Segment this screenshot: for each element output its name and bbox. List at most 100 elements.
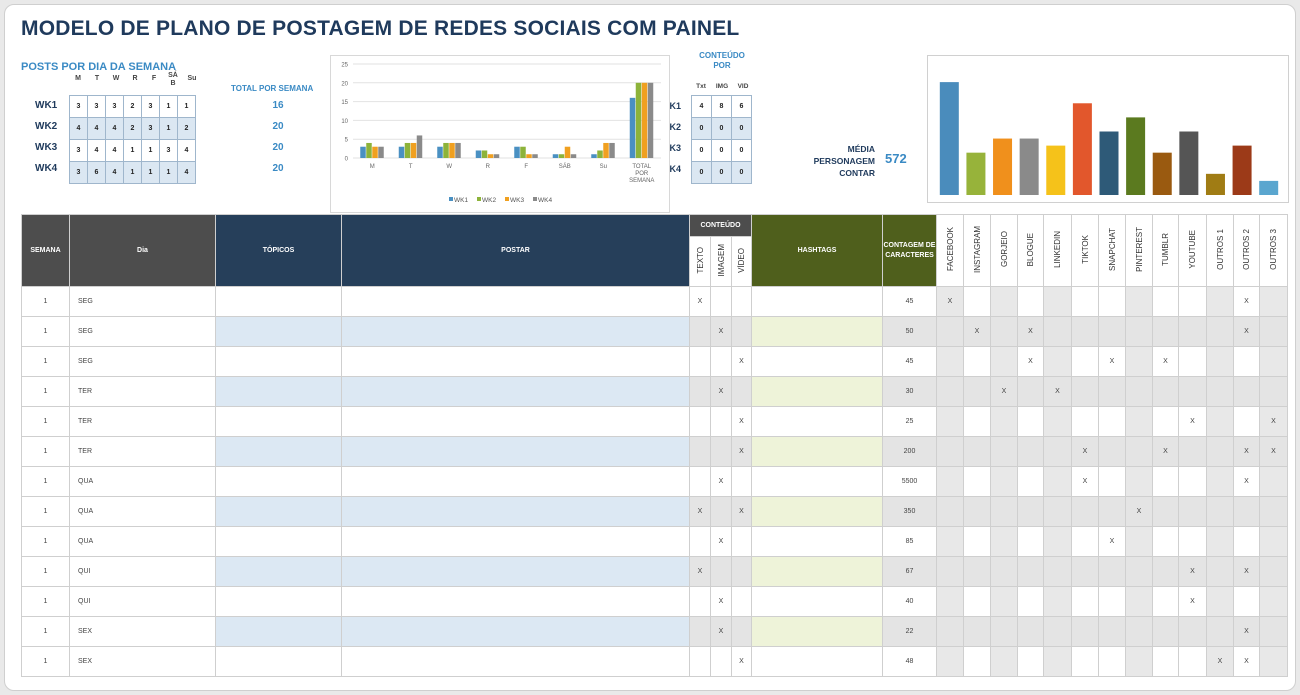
social-check-cell[interactable]: [1017, 286, 1044, 317]
social-check-cell[interactable]: [990, 316, 1018, 347]
video-cell[interactable]: [731, 316, 752, 347]
social-check-cell[interactable]: [936, 556, 964, 587]
social-check-cell[interactable]: [1043, 526, 1072, 557]
social-check-cell[interactable]: [1098, 406, 1126, 437]
topicos-cell[interactable]: [215, 466, 342, 497]
social-check-cell[interactable]: X: [1233, 436, 1260, 467]
content-cell[interactable]: 8: [711, 95, 732, 118]
social-check-cell[interactable]: X: [1017, 316, 1044, 347]
social-check-cell[interactable]: X: [1098, 526, 1126, 557]
social-check-cell[interactable]: [1152, 496, 1179, 527]
social-check-cell[interactable]: X: [1152, 436, 1179, 467]
posts-cell[interactable]: 1: [177, 95, 196, 118]
posts-cell[interactable]: 2: [123, 95, 142, 118]
social-check-cell[interactable]: [990, 286, 1018, 317]
postar-cell[interactable]: [341, 436, 690, 467]
social-check-cell[interactable]: [1098, 436, 1126, 467]
semana-cell[interactable]: 1: [21, 376, 70, 407]
social-check-cell[interactable]: [1152, 616, 1179, 647]
social-check-cell[interactable]: [1206, 616, 1234, 647]
social-check-cell[interactable]: [1098, 586, 1126, 617]
social-check-cell[interactable]: [1259, 346, 1288, 377]
imagem-cell[interactable]: [710, 436, 732, 467]
video-cell[interactable]: X: [731, 406, 752, 437]
social-check-cell[interactable]: [1259, 466, 1288, 497]
social-check-cell[interactable]: [1125, 376, 1153, 407]
social-check-cell[interactable]: [1125, 586, 1153, 617]
hashtags-cell[interactable]: [751, 526, 883, 557]
posts-cell[interactable]: 3: [87, 95, 106, 118]
posts-cell[interactable]: 1: [123, 139, 142, 162]
semana-cell[interactable]: 1: [21, 466, 70, 497]
count-cell[interactable]: 67: [882, 556, 937, 587]
texto-cell[interactable]: [689, 466, 711, 497]
social-check-cell[interactable]: [1259, 526, 1288, 557]
social-check-cell[interactable]: [1178, 316, 1207, 347]
social-check-cell[interactable]: [1043, 436, 1072, 467]
social-check-cell[interactable]: [1206, 496, 1234, 527]
count-cell[interactable]: 50: [882, 316, 937, 347]
texto-cell[interactable]: [689, 316, 711, 347]
social-check-cell[interactable]: [1125, 616, 1153, 647]
social-check-cell[interactable]: [1206, 406, 1234, 437]
social-check-cell[interactable]: [1043, 586, 1072, 617]
social-check-cell[interactable]: [1206, 466, 1234, 497]
social-check-cell[interactable]: [1152, 406, 1179, 437]
semana-cell[interactable]: 1: [21, 526, 70, 557]
imagem-cell[interactable]: [710, 496, 732, 527]
social-check-cell[interactable]: X: [1017, 346, 1044, 377]
posts-cell[interactable]: 4: [105, 161, 124, 184]
social-check-cell[interactable]: [1071, 316, 1099, 347]
social-check-cell[interactable]: [1017, 646, 1044, 677]
imagem-cell[interactable]: [710, 406, 732, 437]
social-check-cell[interactable]: [1071, 496, 1099, 527]
social-check-cell[interactable]: [1098, 466, 1126, 497]
video-cell[interactable]: [731, 376, 752, 407]
texto-cell[interactable]: [689, 406, 711, 437]
social-check-cell[interactable]: [1152, 526, 1179, 557]
social-check-cell[interactable]: [1017, 616, 1044, 647]
social-check-cell[interactable]: [1178, 376, 1207, 407]
social-check-cell[interactable]: [1259, 376, 1288, 407]
social-check-cell[interactable]: [1125, 526, 1153, 557]
postar-cell[interactable]: [341, 646, 690, 677]
social-check-cell[interactable]: [963, 466, 991, 497]
content-cell[interactable]: 0: [691, 139, 712, 162]
social-check-cell[interactable]: [1206, 286, 1234, 317]
posts-cell[interactable]: 4: [177, 139, 196, 162]
video-cell[interactable]: [731, 526, 752, 557]
topicos-cell[interactable]: [215, 346, 342, 377]
posts-cell[interactable]: 2: [123, 117, 142, 140]
social-check-cell[interactable]: [1259, 586, 1288, 617]
posts-cell[interactable]: 3: [69, 139, 88, 162]
social-check-cell[interactable]: [1071, 646, 1099, 677]
social-check-cell[interactable]: [1152, 586, 1179, 617]
topicos-cell[interactable]: [215, 496, 342, 527]
social-check-cell[interactable]: [1125, 406, 1153, 437]
social-check-cell[interactable]: [1259, 286, 1288, 317]
social-check-cell[interactable]: [936, 466, 964, 497]
social-check-cell[interactable]: [1206, 376, 1234, 407]
social-check-cell[interactable]: [1017, 496, 1044, 527]
social-check-cell[interactable]: [990, 406, 1018, 437]
topicos-cell[interactable]: [215, 556, 342, 587]
semana-cell[interactable]: 1: [21, 346, 70, 377]
social-check-cell[interactable]: [1233, 526, 1260, 557]
hashtags-cell[interactable]: [751, 616, 883, 647]
count-cell[interactable]: 40: [882, 586, 937, 617]
posts-cell[interactable]: 1: [159, 117, 178, 140]
social-check-cell[interactable]: [1098, 316, 1126, 347]
postar-cell[interactable]: [341, 586, 690, 617]
social-check-cell[interactable]: [1152, 316, 1179, 347]
social-check-cell[interactable]: [1043, 346, 1072, 377]
social-check-cell[interactable]: [1043, 616, 1072, 647]
video-cell[interactable]: [731, 286, 752, 317]
dia-cell[interactable]: SEG: [69, 346, 216, 377]
imagem-cell[interactable]: X: [710, 376, 732, 407]
social-check-cell[interactable]: [963, 286, 991, 317]
social-check-cell[interactable]: [1233, 376, 1260, 407]
dia-cell[interactable]: SEG: [69, 286, 216, 317]
social-check-cell[interactable]: [1125, 346, 1153, 377]
social-check-cell[interactable]: [1178, 616, 1207, 647]
social-check-cell[interactable]: [1071, 586, 1099, 617]
